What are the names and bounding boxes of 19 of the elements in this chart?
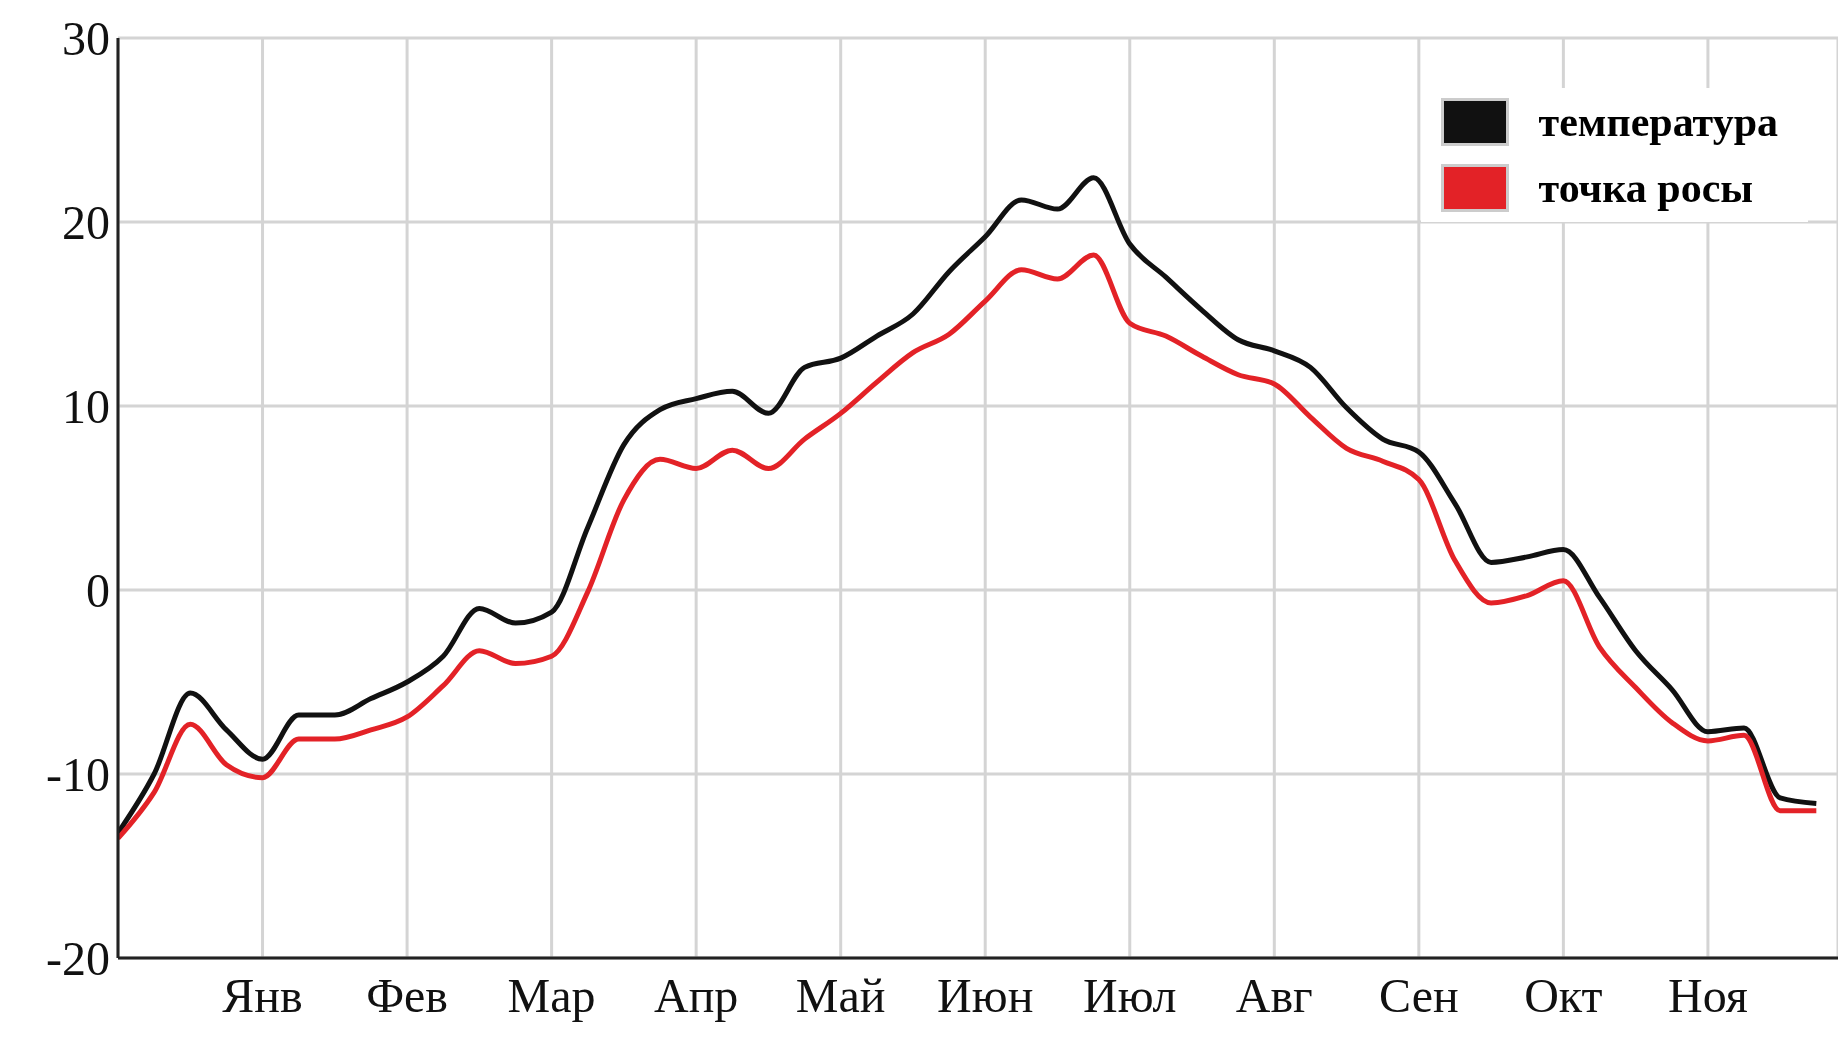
legend-label: температура	[1538, 98, 1778, 146]
y-tick-label: -20	[46, 932, 110, 986]
x-tick-label: Янв	[222, 969, 303, 1023]
y-tick-label: -10	[46, 748, 110, 802]
x-tick-label: Фев	[366, 969, 449, 1023]
x-tick-label: Авг	[1235, 969, 1313, 1023]
legend-label: точка росы	[1538, 164, 1754, 212]
x-tick-label: Сен	[1379, 969, 1459, 1023]
x-tick-label: Июл	[1083, 969, 1177, 1023]
x-tick-label: Июн	[937, 969, 1034, 1023]
x-tick-label: Май	[795, 969, 886, 1023]
x-tick-label: Мар	[507, 969, 596, 1023]
x-tick-label: Апр	[653, 969, 739, 1023]
y-tick-label: 0	[86, 564, 110, 618]
x-tick-label: Окт	[1524, 969, 1603, 1023]
y-tick-label: 10	[62, 380, 110, 434]
y-tick-label: 30	[62, 12, 110, 66]
x-tick-label: Ноя	[1668, 969, 1748, 1023]
y-tick-label: 20	[62, 196, 110, 250]
